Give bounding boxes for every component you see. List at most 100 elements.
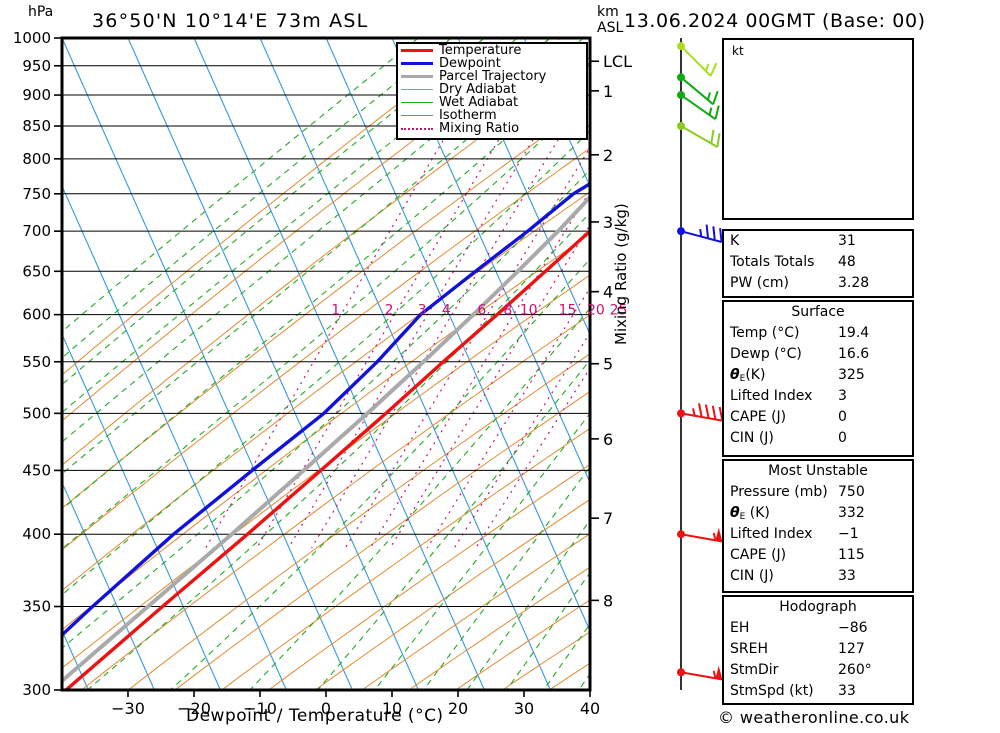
x-axis-title: Dewpoint / Temperature (°C) xyxy=(186,706,444,726)
temperature-axis-ticks: −30 −20 −10 0 10 20 30 40 xyxy=(111,690,600,718)
row-value: 19.4 xyxy=(838,325,870,341)
wind-barb xyxy=(677,527,723,543)
row-key: Lifted Index xyxy=(730,526,813,542)
mixing-ratio-tick-label: 25 xyxy=(610,303,628,319)
row-key: SREH xyxy=(730,641,768,657)
pressure-tick-label: 900 xyxy=(22,86,51,104)
wind-barbs xyxy=(677,42,724,681)
row-value: 33 xyxy=(838,568,856,584)
temperature-tick-label: 40 xyxy=(580,699,600,718)
mixing-ratio-tick-label: 15 xyxy=(559,303,577,319)
pressure-tick-label: 450 xyxy=(22,461,51,479)
wind-barb xyxy=(677,403,724,422)
data-row: CIN (J) 0 xyxy=(724,428,912,449)
row-key: CAPE (J) xyxy=(730,409,787,425)
row-value: 332 xyxy=(838,505,865,521)
legend-label: Dry Adiabat xyxy=(439,82,516,97)
mixing-ratio-tick-label: 2 xyxy=(385,303,394,319)
data-row: CAPE (J) 0 xyxy=(724,407,912,428)
hodograph-panel xyxy=(722,38,914,220)
row-key: θE(K) xyxy=(730,367,766,384)
panel-title: Hodograph xyxy=(779,599,857,615)
pressure-tick-label: 300 xyxy=(22,681,51,699)
row-value: 750 xyxy=(838,484,865,500)
row-value: 3.28 xyxy=(838,275,870,291)
altitude-tick-label: 7 xyxy=(603,509,613,528)
row-value: 325 xyxy=(838,367,865,383)
data-row: PW (cm) 3.28 xyxy=(724,273,912,294)
row-key: StmDir xyxy=(730,662,779,678)
altitude-tick-label: 1 xyxy=(603,82,613,101)
sounding-curves xyxy=(62,181,590,690)
pressure-tick-label: 600 xyxy=(22,306,51,324)
legend-label: Mixing Ratio xyxy=(439,121,520,136)
row-value: 127 xyxy=(838,641,865,657)
indices-panel: K 31 Totals Totals 48 PW (cm) 3.28 xyxy=(722,229,914,298)
altitude-tick-label: 5 xyxy=(603,355,613,374)
legend-item-temperature: Temperature xyxy=(401,44,586,57)
row-value: −86 xyxy=(838,620,868,636)
mixing-ratio-axis-title: Mixing Ratio (g/kg) xyxy=(612,203,630,345)
pressure-tick-label: 950 xyxy=(22,57,51,75)
altitude-tick-label: 8 xyxy=(603,591,613,610)
pressure-tick-label: 550 xyxy=(22,353,51,371)
legend-item-mixing-ratio: Mixing Ratio xyxy=(401,122,586,135)
pressure-axis-ticks: 300 350 400 450 500 550 600 650 700 750 800 850 900 9… xyxy=(13,29,62,699)
row-key: StmSpd (kt) xyxy=(730,683,814,699)
most-unstable-panel: Most Unstable Pressure (mb) 750 θE (K) 332 Li… xyxy=(722,459,914,593)
legend-item-dewpoint: Dewpoint xyxy=(401,57,586,70)
data-row: Temp (°C) 19.4 xyxy=(724,323,912,344)
mixing-ratio-tick-label: 3 xyxy=(418,303,427,319)
row-value: 0 xyxy=(838,430,847,446)
row-value: −1 xyxy=(838,526,859,542)
data-row: Lifted Index −1 xyxy=(724,524,912,545)
wind-barb xyxy=(677,73,719,106)
altitude-tick-label: 3 xyxy=(603,213,613,232)
data-row: θE(K) 325 xyxy=(724,365,912,386)
data-row: SREH 127 xyxy=(724,639,912,660)
altitude-tick-label: 4 xyxy=(603,283,613,302)
mixing-ratio-labels: 1 2 3 4 6 8 10 15 20 25 xyxy=(331,303,627,319)
altitude-unit-label-2: ASL xyxy=(597,20,624,36)
row-key: PW (cm) xyxy=(730,275,789,291)
legend-swatch-icon xyxy=(401,62,433,65)
pressure-tick-label: 750 xyxy=(22,185,51,203)
mixing-ratio-tick-label: 6 xyxy=(477,303,486,319)
curve-parcel-trajectory xyxy=(62,194,590,684)
hodograph-stats-panel: Hodograph EH −86 SREH 127 StmDir 260° StmSpd (k… xyxy=(722,595,914,705)
legend-item-isotherm: Isotherm xyxy=(401,109,586,122)
mixing-ratio-tick-label: 10 xyxy=(520,303,538,319)
date-title: 13.06.2024 00GMT (Base: 00) xyxy=(624,10,926,32)
row-value: 33 xyxy=(838,683,856,699)
temperature-tick-label: 30 xyxy=(514,699,534,718)
data-row: θE (K) 332 xyxy=(724,503,912,524)
row-key: Dewp (°C) xyxy=(730,346,802,362)
isotherm-lines xyxy=(62,38,590,690)
page-title: 36°50'N 10°14'E 73m ASL xyxy=(92,10,369,32)
row-key: Totals Totals xyxy=(730,254,815,270)
legend-label: Temperature xyxy=(439,43,522,58)
legend-item-dry-adiabat: Dry Adiabat xyxy=(401,83,586,96)
data-row: CIN (J) 33 xyxy=(724,566,912,587)
data-row: Pressure (mb) 750 xyxy=(724,482,912,503)
temperature-tick-label: 0 xyxy=(321,699,331,718)
data-row: Totals Totals 48 xyxy=(724,252,912,273)
row-key: K xyxy=(730,233,740,249)
altitude-tick-label: 2 xyxy=(603,146,613,165)
pressure-tick-label: 650 xyxy=(22,262,51,280)
row-value: 16.6 xyxy=(838,346,870,362)
altitude-axis-ticks: 1 2 3 4 5 6 7 8 LCL xyxy=(590,52,632,610)
row-value: 115 xyxy=(838,547,865,563)
data-row: StmSpd (kt) 33 xyxy=(724,681,912,702)
pressure-unit-label: hPa xyxy=(28,4,54,20)
altitude-tick-label: 6 xyxy=(603,430,613,449)
row-key: CIN (J) xyxy=(730,568,774,584)
copyright-notice: © weatheronline.co.uk xyxy=(718,708,910,727)
panel-title: Most Unstable xyxy=(768,463,868,479)
legend-label: Wet Adiabat xyxy=(439,95,519,110)
pressure-tick-label: 350 xyxy=(22,598,51,616)
pressure-tick-label: 1000 xyxy=(13,29,51,47)
temperature-tick-label: 10 xyxy=(382,699,402,718)
hodograph-unit-label: kt xyxy=(732,44,744,58)
row-key: CAPE (J) xyxy=(730,547,787,563)
